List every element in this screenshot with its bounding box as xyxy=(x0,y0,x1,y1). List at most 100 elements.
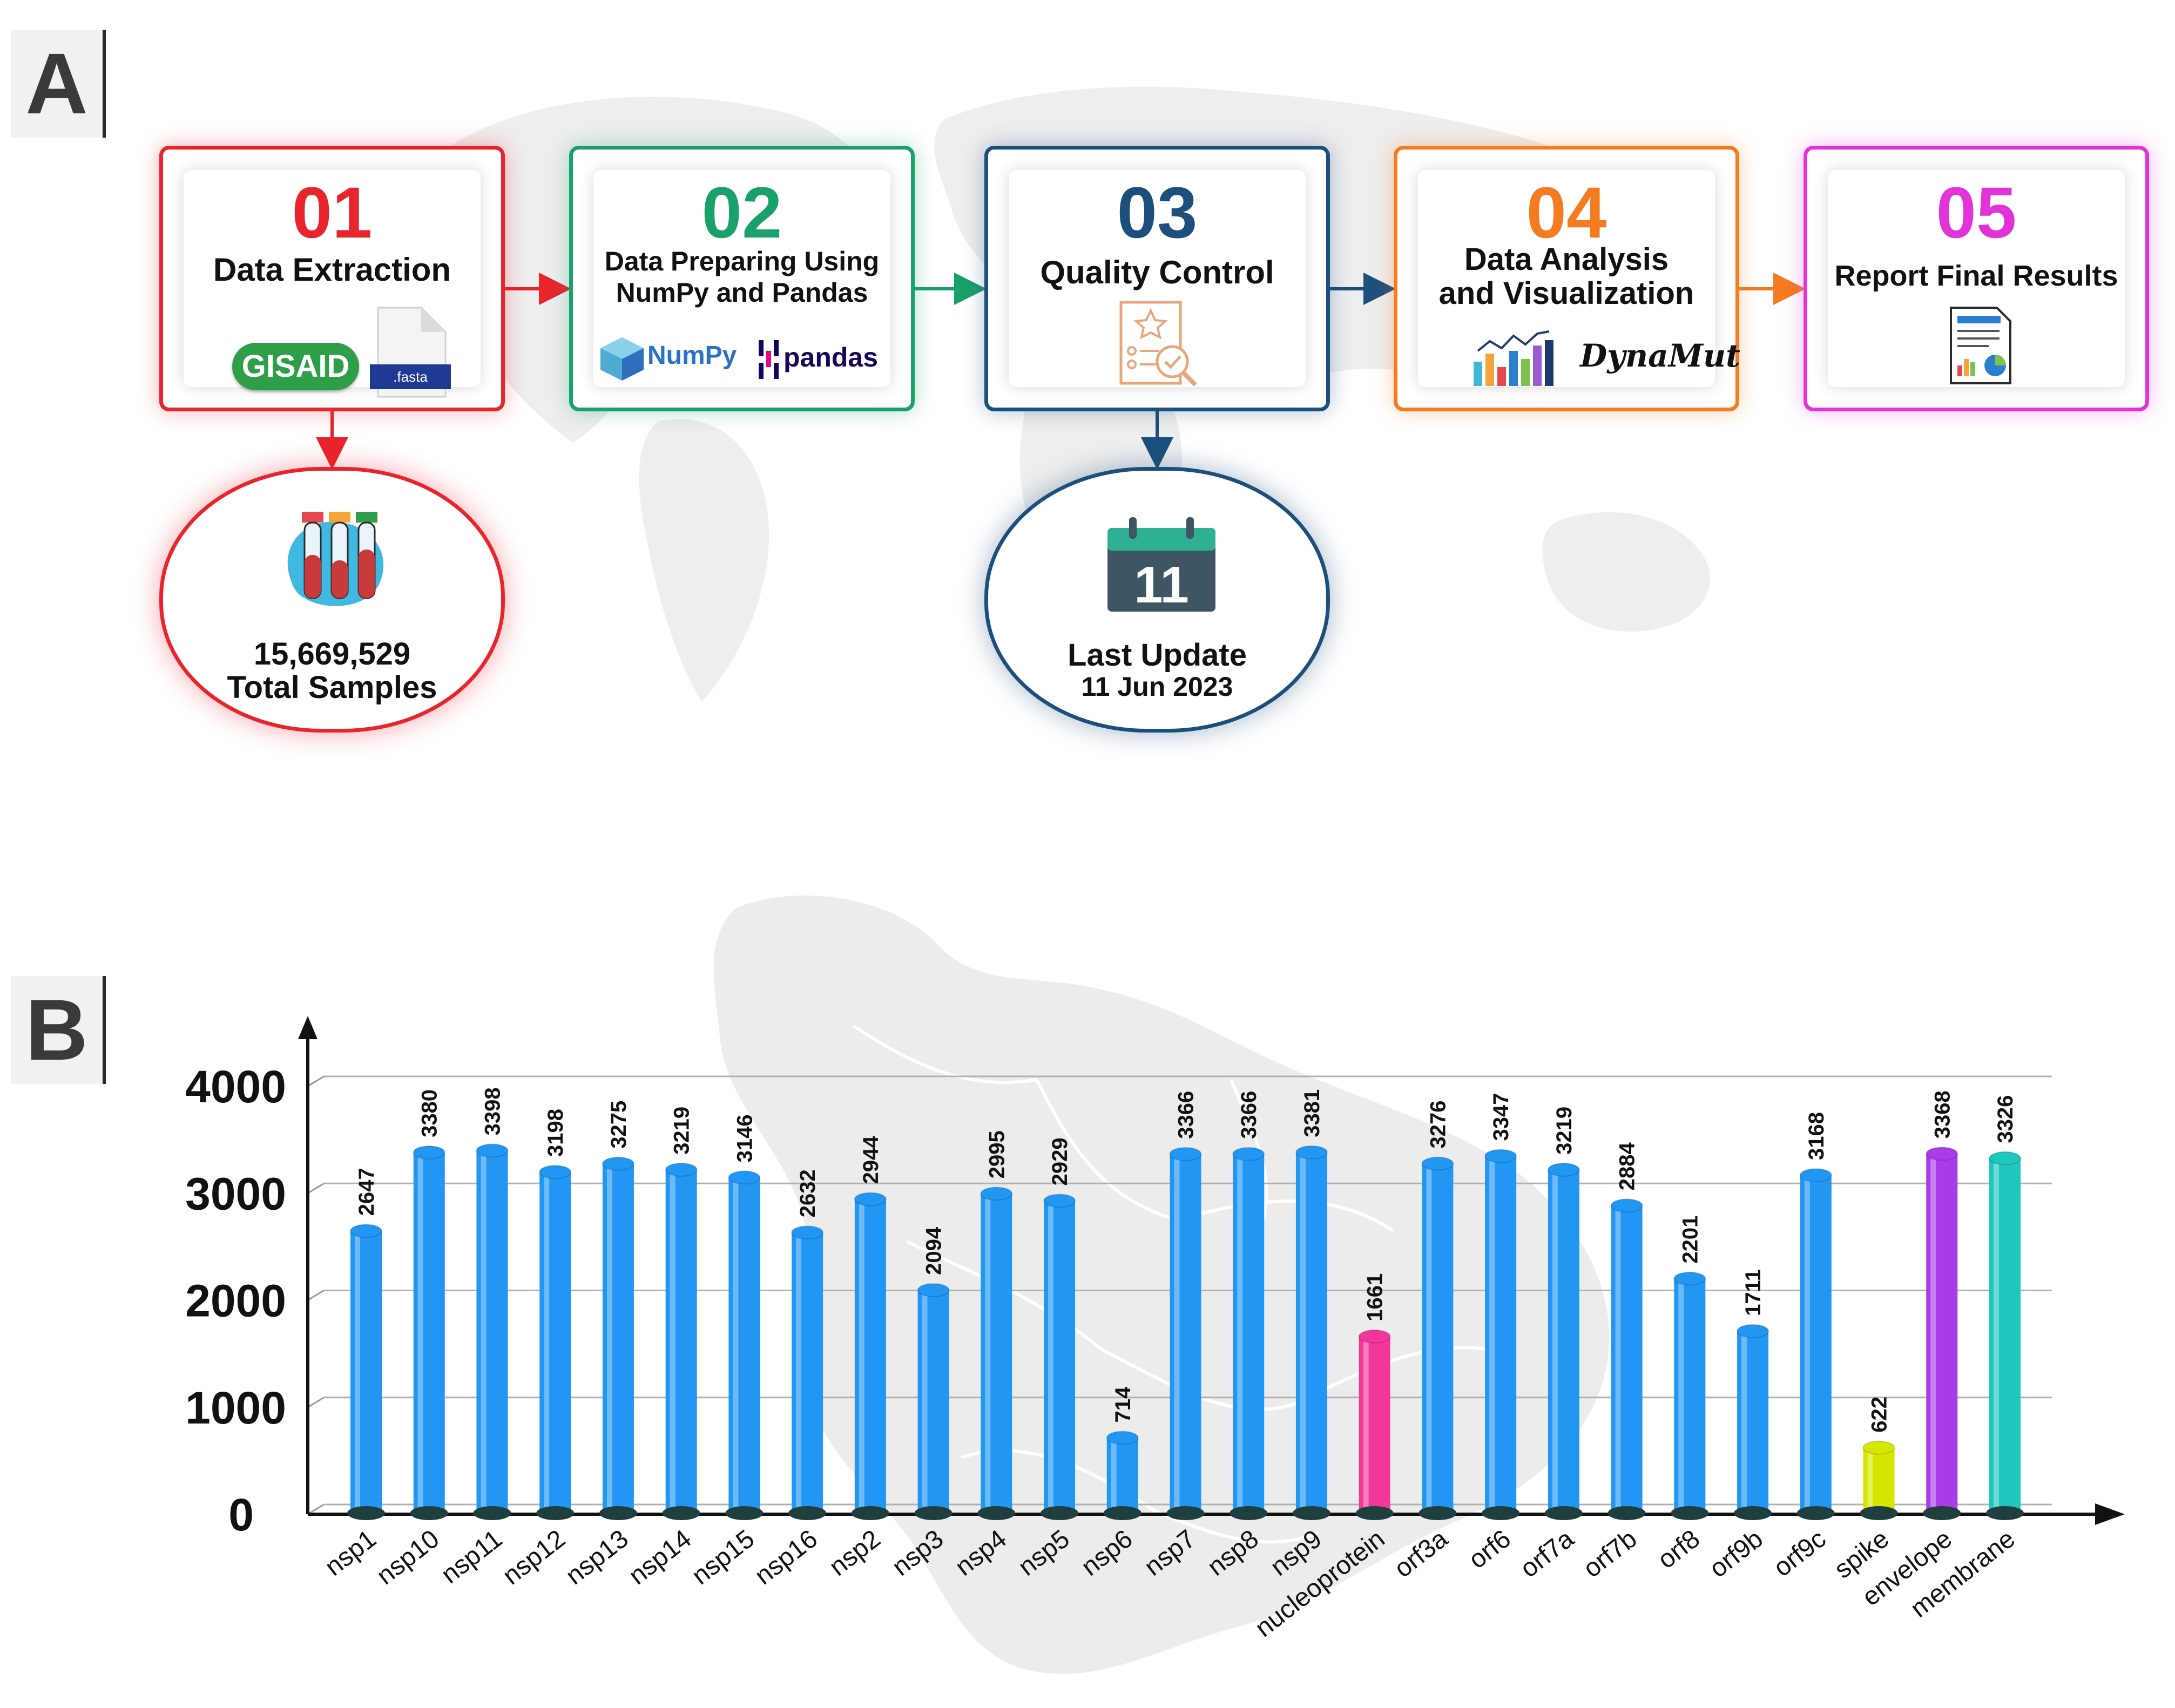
bar-base xyxy=(1103,1506,1141,1520)
bar-top-cap xyxy=(1673,1271,1706,1286)
x-category-label: nsp6 xyxy=(1076,1524,1138,1582)
bar-highlight xyxy=(1678,1282,1684,1511)
bar-value-label: 3366 xyxy=(1237,1091,1261,1139)
bar-highlight xyxy=(1111,1441,1117,1511)
bar-highlight xyxy=(1237,1157,1243,1511)
bar-value-label: 3219 xyxy=(1552,1107,1576,1155)
x-category-label: orf3a xyxy=(1389,1524,1453,1583)
bar-base xyxy=(347,1506,385,1520)
bar-top-cap xyxy=(1421,1156,1454,1171)
x-category-label: nsp8 xyxy=(1202,1524,1264,1582)
bar-highlight xyxy=(606,1167,612,1511)
bar-base xyxy=(599,1506,637,1520)
bar-value-label: 714 xyxy=(1111,1386,1135,1422)
step-title-line-2: NumPy and Pandas xyxy=(616,277,868,308)
bar-value-label: 3275 xyxy=(607,1101,631,1149)
bar-value-label: 3276 xyxy=(1426,1101,1450,1149)
bar xyxy=(476,1150,508,1514)
bar-value-label: 2201 xyxy=(1678,1216,1702,1264)
total-samples-label: Total Samples xyxy=(227,670,437,705)
bar-top-cap xyxy=(1610,1198,1643,1213)
bar-base xyxy=(1796,1506,1835,1520)
bar-top-cap xyxy=(1926,1147,1958,1161)
bar xyxy=(792,1232,823,1514)
pandas-logo: pandas xyxy=(783,342,879,372)
bar-base xyxy=(977,1506,1016,1520)
bar-base xyxy=(1482,1506,1520,1520)
numpy-logo: NumPy xyxy=(647,341,737,370)
bar-value-label: 2647 xyxy=(355,1168,379,1216)
bar-top-cap xyxy=(980,1187,1013,1201)
bar-base xyxy=(536,1506,575,1520)
bar-base xyxy=(1292,1506,1330,1520)
bar-base xyxy=(473,1506,511,1520)
step-title: Quality Control xyxy=(1040,254,1274,290)
bar-value-label: 3381 xyxy=(1300,1089,1324,1137)
gridline-slant xyxy=(307,1290,325,1301)
bar-highlight xyxy=(733,1181,739,1511)
x-category-label: orf7a xyxy=(1515,1524,1579,1583)
analytics-chart-icon xyxy=(1474,330,1553,386)
bar-base xyxy=(1734,1506,1772,1520)
x-category-label: orf9c xyxy=(1768,1524,1832,1582)
bar-highlight xyxy=(1426,1167,1432,1511)
bar-value-label: 3380 xyxy=(418,1089,442,1137)
bar-base xyxy=(1041,1506,1079,1520)
bar-top-cap xyxy=(602,1156,634,1171)
bar xyxy=(1295,1152,1327,1514)
bar-highlight xyxy=(1615,1209,1621,1511)
gisaid-logo: GISAID xyxy=(232,343,359,390)
bar-top-cap xyxy=(1737,1324,1769,1338)
bar-base xyxy=(1607,1506,1646,1520)
bar xyxy=(1863,1447,1895,1514)
y-tick-label: 3000 xyxy=(185,1168,286,1219)
gridline-slant xyxy=(307,1182,325,1194)
bar-highlight xyxy=(1930,1157,1936,1511)
bar-base xyxy=(410,1506,448,1520)
x-category-label: nsp16 xyxy=(749,1524,823,1590)
bar-base xyxy=(725,1506,764,1520)
y-tick-label: 4000 xyxy=(185,1061,286,1112)
bar-highlight xyxy=(1994,1161,1999,1511)
bar-base xyxy=(1419,1506,1457,1520)
report-document-icon xyxy=(1950,307,2011,384)
bar-highlight xyxy=(355,1234,360,1511)
last-update-date: 11 Jun 2023 xyxy=(1081,672,1233,702)
x-category-label: nsp5 xyxy=(1013,1524,1075,1582)
x-category-label: nsp10 xyxy=(371,1524,445,1590)
step-report-results: 05 Report Final Results xyxy=(1804,146,2149,411)
bar-highlight xyxy=(1174,1157,1180,1511)
y-tick-label: 1000 xyxy=(185,1382,286,1433)
bar-value-label: 2944 xyxy=(859,1136,883,1184)
step-number: 04 xyxy=(1526,173,1607,253)
bar-top-cap xyxy=(1862,1440,1895,1455)
step-number: 03 xyxy=(1117,173,1198,253)
bar-highlight xyxy=(985,1197,991,1511)
bar xyxy=(539,1171,571,1514)
panel-a-label: A xyxy=(11,30,106,138)
bar xyxy=(1359,1336,1390,1514)
bar-highlight xyxy=(1741,1334,1747,1511)
x-category-label: orf6 xyxy=(1463,1524,1516,1575)
bar-base xyxy=(851,1506,889,1520)
step-number: 05 xyxy=(1936,173,2017,253)
bar-value-label: 3347 xyxy=(1489,1093,1513,1141)
bar-base xyxy=(1860,1506,1898,1520)
bar xyxy=(1926,1154,1958,1514)
bar-top-cap xyxy=(1358,1329,1391,1344)
step-number: 02 xyxy=(701,173,782,253)
bar-base xyxy=(662,1506,700,1520)
bar-highlight xyxy=(1048,1204,1054,1511)
bar xyxy=(413,1152,445,1514)
bar-base xyxy=(1166,1506,1205,1520)
fasta-file-icon: .fasta xyxy=(370,307,451,398)
gridline-slant xyxy=(307,1397,325,1408)
bar-top-cap xyxy=(1799,1168,1832,1182)
bar-value-label: 3198 xyxy=(544,1109,568,1157)
bar-top-cap xyxy=(1106,1431,1139,1445)
bar-value-label: 3398 xyxy=(481,1087,504,1135)
bar xyxy=(1548,1169,1579,1514)
bar xyxy=(917,1290,949,1514)
bar-value-label: 622 xyxy=(1868,1397,1892,1433)
step-quality-control: 03 Quality Control xyxy=(984,146,1330,411)
